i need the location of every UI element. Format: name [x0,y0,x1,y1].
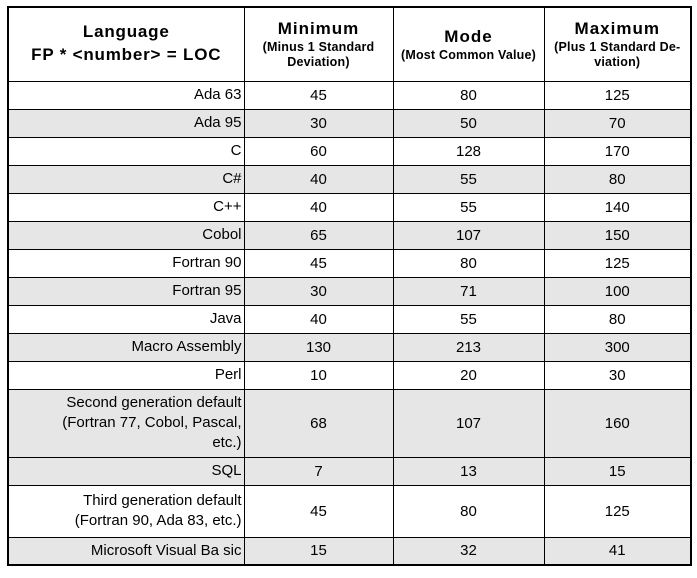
max-cell: 30 [543,360,692,390]
table-row-c: C 60 128 170 [7,136,692,166]
mode-cell: 55 [392,164,545,194]
max-cell: 170 [543,136,692,166]
mode-cell: 13 [392,456,545,486]
max-cell: 300 [543,332,692,362]
header-row: Language FP * <number> = LOC Minimum (Mi… [7,6,692,82]
language-cell: Microsoft Visual Ba sic [7,536,245,566]
language-cell: Ada 63 [7,80,245,110]
mode-cell: 80 [392,80,545,110]
max-cell: 100 [543,276,692,306]
mode-cell: 213 [392,332,545,362]
max-cell: 15 [543,456,692,486]
table-row-macro-assembly: Macro Assembly 130 213 300 [7,332,692,362]
minimum-header-title: Minimum [277,19,360,39]
min-cell: 30 [243,108,394,138]
header-cell-maximum: Maximum (Plus 1 Standard De- viation) [543,6,692,82]
max-cell: 160 [543,388,692,458]
table-row-java: Java 40 55 80 [7,304,692,334]
language-cell: Macro Assembly [7,332,245,362]
header-cell-minimum: Minimum (Minus 1 Standard Deviation) [243,6,394,82]
header-cell-mode: Mode (Most Common Value) [392,6,545,82]
mode-header-subtitle: (Most Common Value) [400,47,537,62]
language-cell: Third generation default (Fortran 90, Ad… [7,484,245,538]
min-cell: 10 [243,360,394,390]
table-row-perl: Perl 10 20 30 [7,360,692,390]
min-cell: 130 [243,332,394,362]
mode-cell: 55 [392,304,545,334]
table-row-ada-63: Ada 63 45 80 125 [7,80,692,110]
table-row-cobol: Cobol 65 107 150 [7,220,692,250]
language-cell: Perl [7,360,245,390]
min-cell: 68 [243,388,394,458]
maximum-header-subtitle: (Plus 1 Standard De- viation) [554,40,681,70]
min-cell: 65 [243,220,394,250]
language-header-title: Language [82,22,170,42]
min-cell: 60 [243,136,394,166]
minimum-header-subtitle: (Minus 1 Standard Deviation) [262,40,375,70]
language-cell: Java [7,304,245,334]
mode-cell: 80 [392,484,545,538]
mode-cell: 20 [392,360,545,390]
language-cell: Fortran 90 [7,248,245,278]
mode-cell: 32 [392,536,545,566]
min-cell: 30 [243,276,394,306]
mode-cell: 80 [392,248,545,278]
table-row-fortran-95: Fortran 95 30 71 100 [7,276,692,306]
language-cell: SQL [7,456,245,486]
maximum-header-title: Maximum [574,19,660,39]
min-cell: 45 [243,248,394,278]
language-cell: C++ [7,192,245,222]
min-cell: 40 [243,304,394,334]
language-cell: Second generation default (Fortran 77, C… [7,388,245,458]
header-cell-language: Language FP * <number> = LOC [7,6,245,82]
table-row-fortran-90: Fortran 90 45 80 125 [7,248,692,278]
table-row-cpp: C++ 40 55 140 [7,192,692,222]
language-cell: C# [7,164,245,194]
language-cell: Ada 95 [7,108,245,138]
max-cell: 80 [543,304,692,334]
language-cell: Cobol [7,220,245,250]
language-cell: Fortran 95 [7,276,245,306]
language-cell: C [7,136,245,166]
max-cell: 125 [543,248,692,278]
max-cell: 125 [543,484,692,538]
table-row-third-generation-default: Third generation default (Fortran 90, Ad… [7,484,692,538]
mode-cell: 55 [392,192,545,222]
max-cell: 140 [543,192,692,222]
min-cell: 45 [243,484,394,538]
min-cell: 15 [243,536,394,566]
language-header-subtitle: FP * <number> = LOC [31,45,222,65]
table-body: Ada 63 45 80 125 Ada 95 30 50 70 C 60 12… [7,80,692,566]
table-header: Language FP * <number> = LOC Minimum (Mi… [7,6,692,82]
max-cell: 150 [543,220,692,250]
min-cell: 45 [243,80,394,110]
table-row-sql: SQL 7 13 15 [7,456,692,486]
mode-cell: 107 [392,388,545,458]
table-row-second-generation-default: Second generation default (Fortran 77, C… [7,388,692,458]
mode-header-title: Mode [444,26,493,46]
max-cell: 70 [543,108,692,138]
mode-cell: 128 [392,136,545,166]
min-cell: 40 [243,192,394,222]
table-row-ada-95: Ada 95 30 50 70 [7,108,692,138]
max-cell: 80 [543,164,692,194]
page: Language FP * <number> = LOC Minimum (Mi… [7,6,692,566]
mode-cell: 107 [392,220,545,250]
min-cell: 7 [243,456,394,486]
max-cell: 41 [543,536,692,566]
mode-cell: 71 [392,276,545,306]
max-cell: 125 [543,80,692,110]
min-cell: 40 [243,164,394,194]
table-row-csharp: C# 40 55 80 [7,164,692,194]
table-row-microsoft-visual-basic: Microsoft Visual Ba sic 15 32 41 [7,536,692,566]
fp-loc-conversion-table: Language FP * <number> = LOC Minimum (Mi… [7,6,692,566]
mode-cell: 50 [392,108,545,138]
